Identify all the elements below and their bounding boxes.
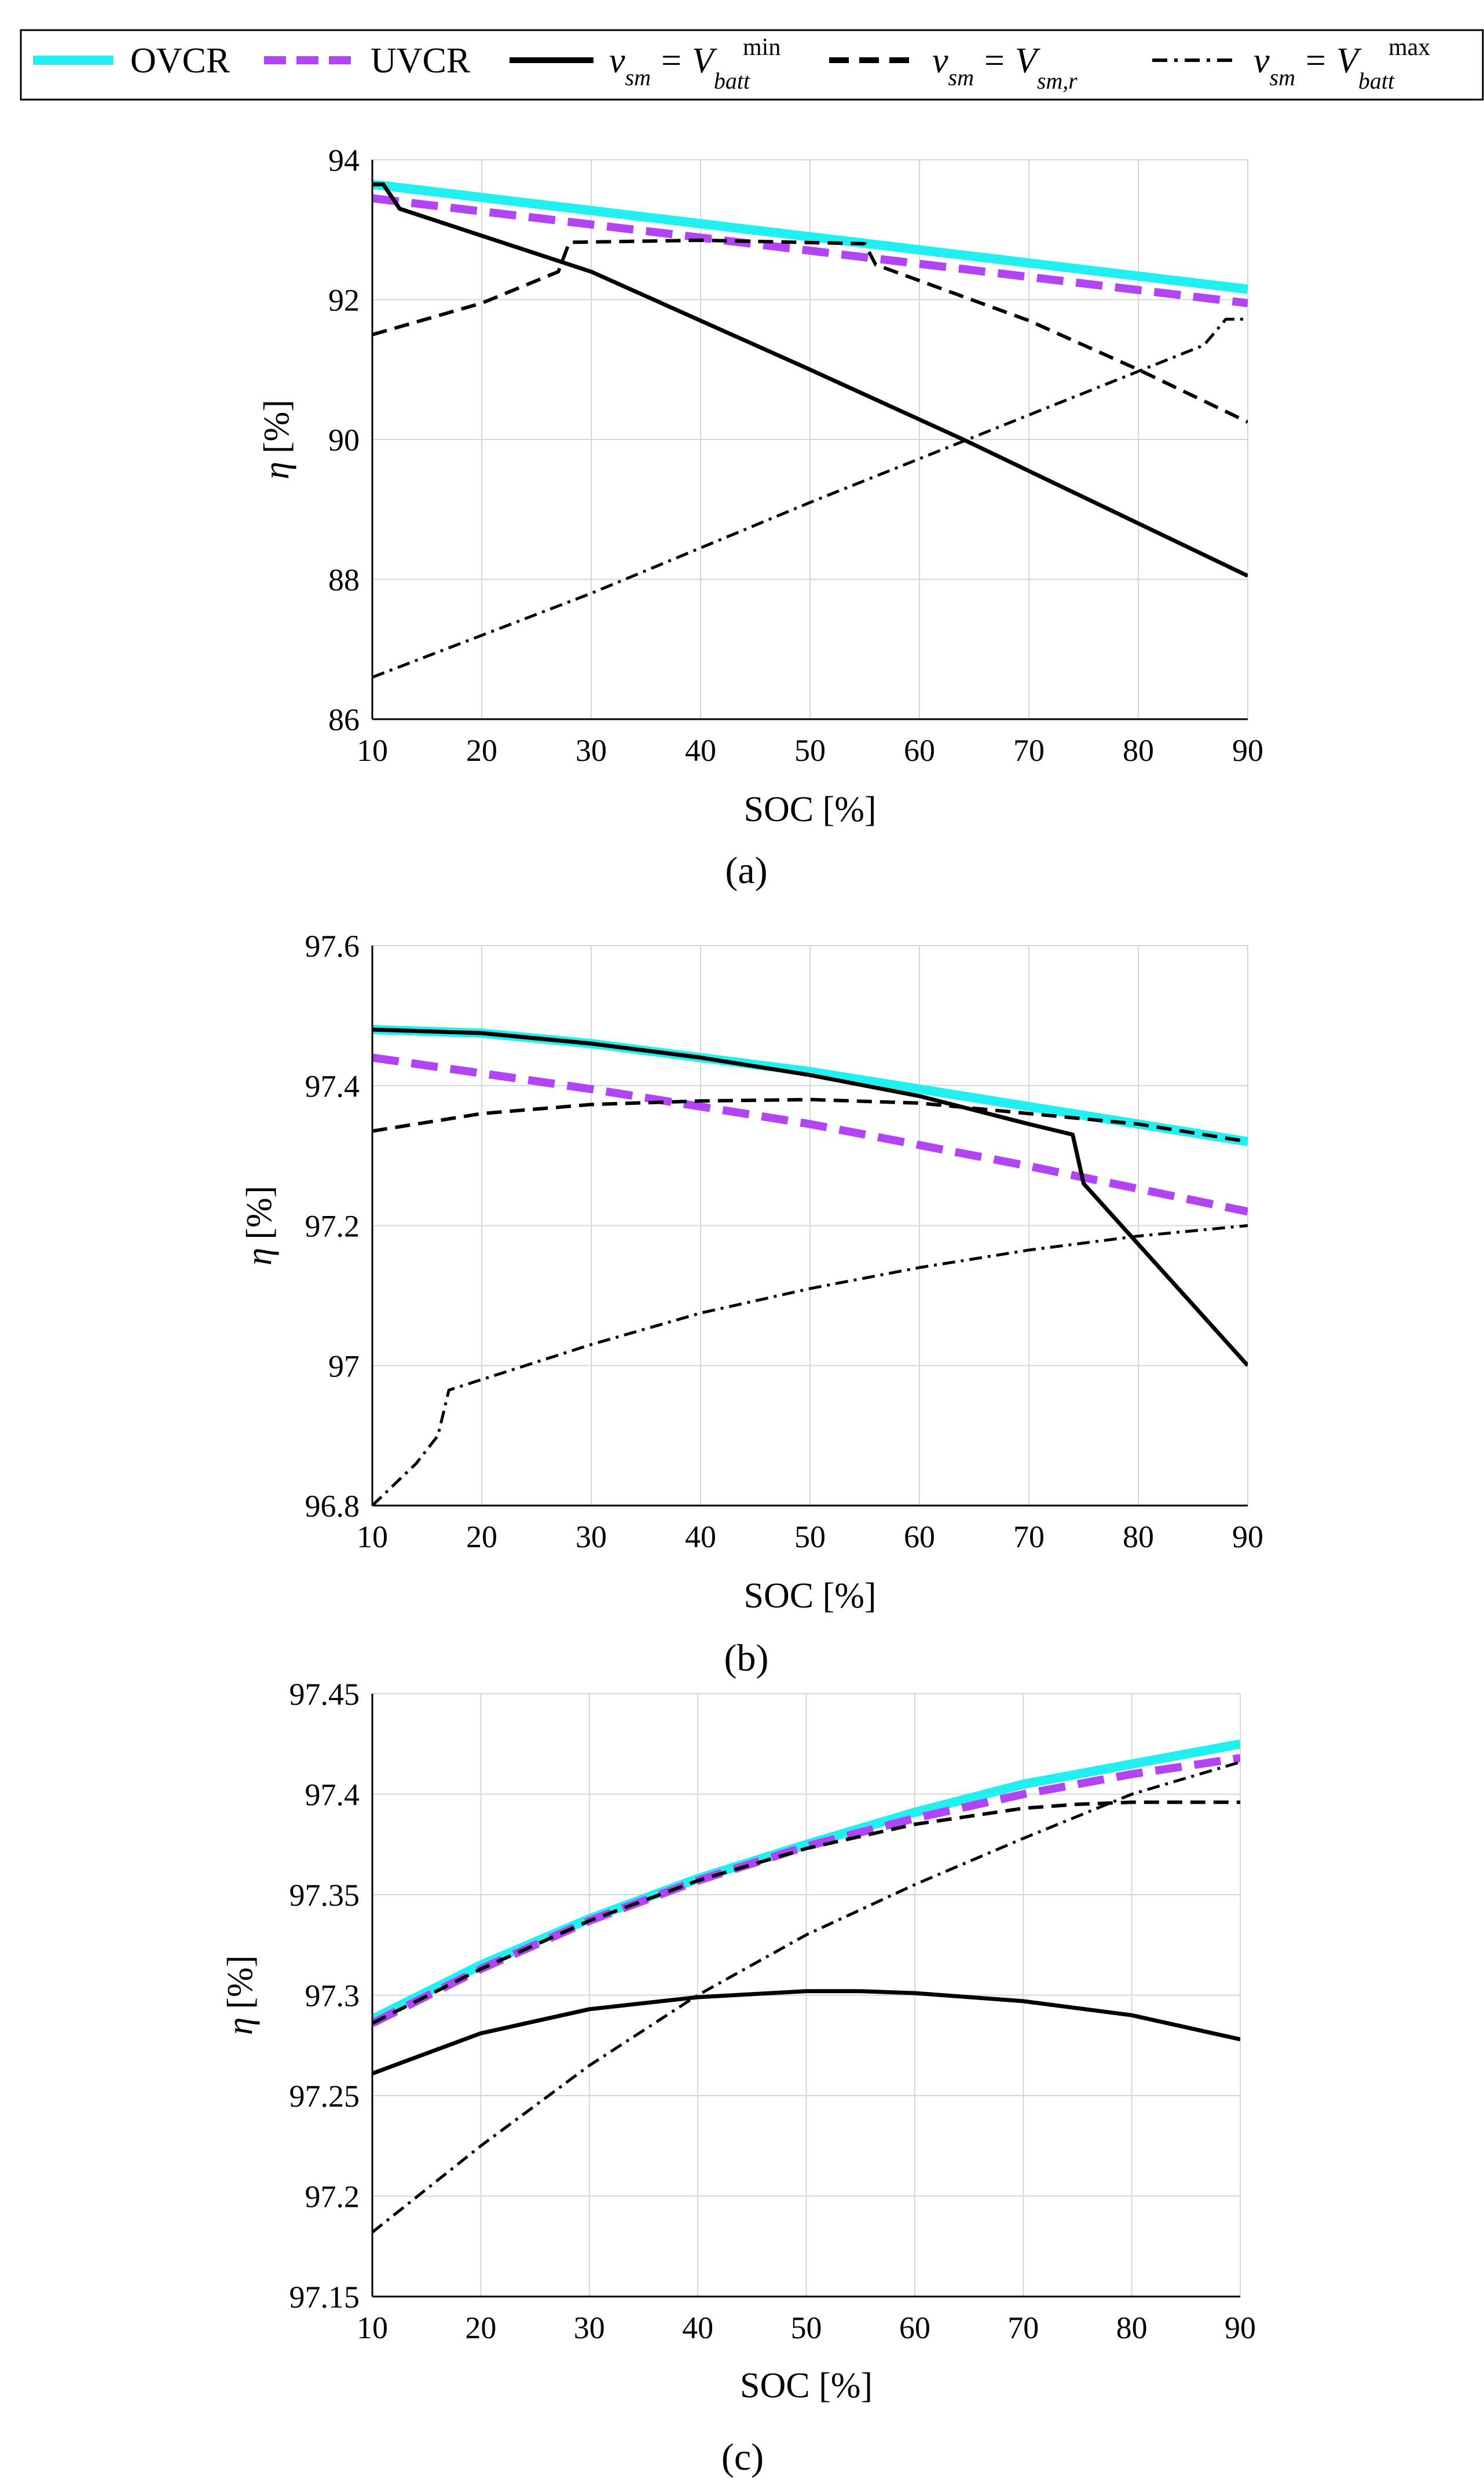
x-tick-label: 20 (466, 1519, 497, 1554)
y-tick-label: 97.45 (290, 1677, 360, 1712)
panel-caption: (b) (724, 1637, 769, 1679)
svg-text:min: min (743, 34, 781, 61)
svg-text:vsm=Vbatt: vsm = Vbatt (1254, 41, 1395, 94)
series-line-v-sm-v-batt-max (372, 1760, 1240, 2233)
series-line-v-sm-v-batt-min (372, 182, 1248, 578)
x-tick-label: 90 (1225, 2310, 1256, 2345)
svg-text:max: max (1388, 34, 1430, 61)
legend-label-vbatt-max: vsm = Vbatt max (1254, 34, 1430, 94)
y-tick-label: 97.4 (305, 1778, 360, 1812)
x-tick-label: 40 (685, 733, 716, 768)
legend-label-ovcr: OVCR (130, 41, 230, 80)
y-axis-label: η[%] (240, 1186, 279, 1266)
y-axis-label: η[%] (257, 400, 296, 479)
y-tick-label: 90 (328, 423, 360, 457)
panel-caption: (c) (721, 2436, 764, 2478)
y-tick-label: 97.2 (305, 2180, 360, 2214)
x-tick-label: 50 (794, 1519, 826, 1554)
y-tick-label: 97.2 (305, 1209, 360, 1244)
series-line-v-sm-v-sm-r (372, 1800, 1240, 2025)
legend-label-uvcr: UVCR (371, 41, 471, 80)
x-axis-label: SOC [%] (743, 1576, 876, 1616)
x-tick-label: 40 (685, 1519, 716, 1554)
y-tick-label: 92 (328, 283, 360, 318)
x-tick-label: 10 (357, 2310, 388, 2345)
x-tick-label: 90 (1232, 1519, 1263, 1554)
legend-label-vsmr: vsm = Vsm,r (932, 41, 1078, 94)
series-line-ovcr (372, 180, 1248, 294)
svg-text:vsm=Vbatt: vsm = Vbatt (609, 41, 750, 94)
svg-text:vsm=Vsm,r: vsm = Vsm,r (932, 41, 1078, 94)
legend-label-vbatt-min: vsm = Vbatt min (609, 34, 781, 94)
series-line-uvcr (372, 194, 1248, 307)
x-tick-label: 40 (682, 2310, 713, 2345)
y-tick-label: 97.35 (290, 1878, 360, 1913)
y-tick-label: 97 (328, 1349, 360, 1383)
x-tick-label: 80 (1123, 733, 1154, 768)
x-tick-label: 80 (1116, 2310, 1148, 2345)
x-tick-label: 30 (574, 2310, 605, 2345)
x-axis-label: SOC [%] (740, 2366, 873, 2405)
x-tick-label: 30 (576, 1519, 607, 1554)
x-tick-label: 50 (794, 733, 826, 768)
panel-caption: (a) (725, 849, 767, 892)
series-line-uvcr (372, 1053, 1248, 1216)
x-tick-label: 70 (1007, 2310, 1039, 2345)
x-tick-label: 60 (904, 1519, 935, 1554)
x-tick-label: 70 (1013, 1519, 1045, 1554)
x-tick-label: 10 (357, 733, 388, 768)
y-tick-label: 97.4 (305, 1069, 360, 1104)
y-tick-label: 97.3 (305, 1979, 360, 2013)
y-tick-label: 88 (328, 563, 360, 598)
chart-panel-b: 10 20 30 40 50 60 70 80 90 96.8 97 97.2 97.4 97.6 SOC … (240, 929, 1263, 1679)
y-tick-label: 94 (328, 143, 360, 178)
y-tick-label: 97.25 (290, 2079, 360, 2114)
x-tick-label: 50 (791, 2310, 822, 2345)
legend-frame (20, 29, 1484, 101)
series-line-uvcr (372, 1754, 1240, 2027)
x-tick-label: 20 (466, 733, 497, 768)
x-tick-label: 70 (1013, 733, 1045, 768)
y-tick-label: 96.8 (305, 1489, 360, 1524)
x-tick-label: 90 (1232, 733, 1263, 768)
x-axis-label: SOC [%] (743, 790, 876, 829)
x-tick-label: 30 (576, 733, 607, 768)
series-line-v-sm-v-batt-min (372, 1027, 1248, 1367)
x-tick-label: 60 (904, 733, 935, 768)
x-tick-label: 60 (899, 2310, 930, 2345)
series-line-v-sm-v-batt-max (372, 317, 1248, 679)
series-line-v-sm-v-sm-r (372, 1097, 1248, 1144)
x-tick-label: 80 (1123, 1519, 1154, 1554)
series-line-v-sm-v-sm-r (372, 238, 1248, 424)
y-tick-label: 97.6 (305, 929, 360, 964)
y-tick-label: 86 (328, 702, 360, 737)
x-tick-label: 20 (465, 2310, 496, 2345)
x-tick-label: 10 (357, 1519, 388, 1554)
series-line-v-sm-v-batt-min (372, 1989, 1240, 2076)
series-line-v-sm-v-batt-max (372, 1224, 1248, 1506)
y-axis-label: η[%] (221, 1955, 260, 2035)
legend: OVCR UVCR vsm = Vbatt min vsm = Vsm,r vsm = Vb… (20, 29, 1484, 101)
y-tick-label: 97.15 (290, 2280, 360, 2314)
chart-panel-c: 10 20 30 40 50 60 70 80 90 97.15 97.2 97.25 97.3 97.3… (221, 1677, 1256, 2478)
chart-panel-a: 10 20 30 40 50 60 70 80 90 86 88 90 92 94 SOC [%] η[%] (… (257, 143, 1263, 892)
